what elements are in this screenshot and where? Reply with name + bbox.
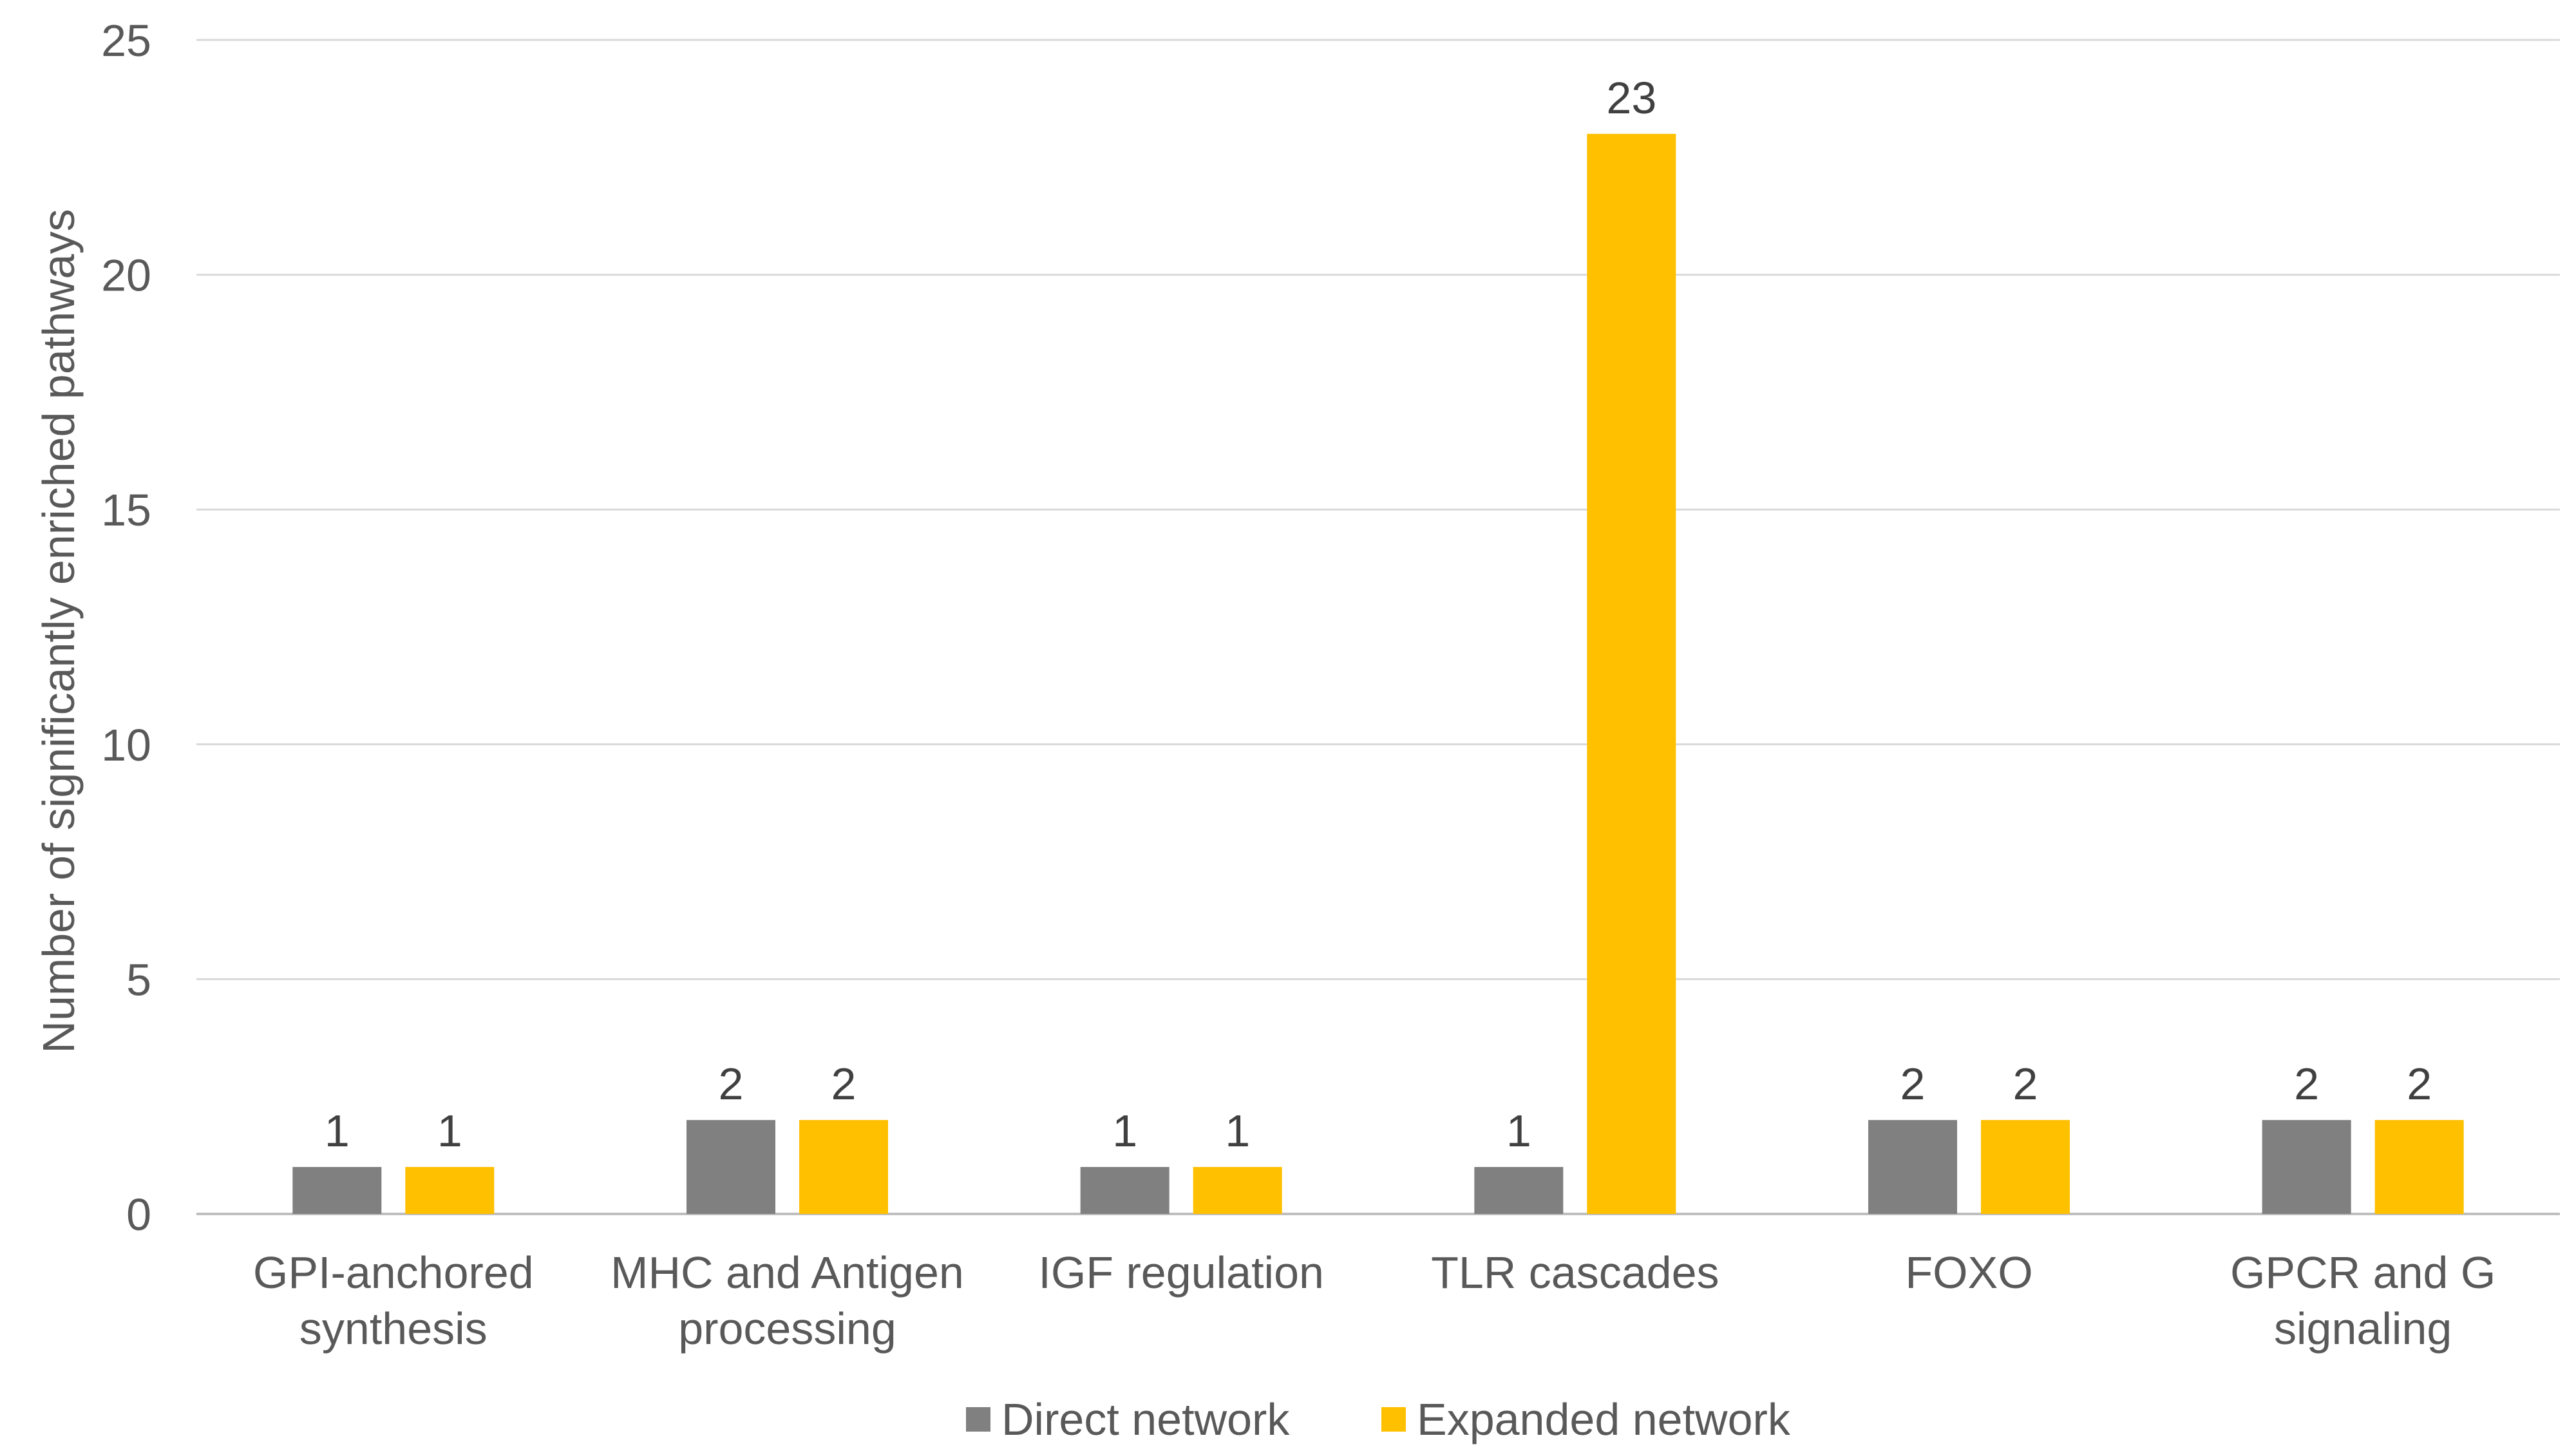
legend-label: Direct network (1001, 1394, 1290, 1444)
category-label: GPI-anchored (253, 1247, 534, 1298)
category-label: IGF regulation (1038, 1247, 1324, 1298)
bar-direct (2262, 1120, 2351, 1214)
y-tick-label: 15 (101, 485, 151, 535)
data-label: 1 (325, 1106, 350, 1156)
bar-expanded (1193, 1167, 1282, 1214)
bar-expanded (799, 1120, 888, 1214)
data-labels: 1 1 2 2 1 1 1 23 2 2 2 2 (325, 73, 2432, 1156)
y-tick-label: 20 (101, 251, 151, 301)
category-label: MHC and Antigen (611, 1247, 964, 1298)
bar-direct (687, 1120, 775, 1214)
data-label: 23 (1606, 73, 1656, 123)
bars (292, 133, 2464, 1215)
bar-expanded (405, 1167, 495, 1214)
y-tick-label: 10 (101, 720, 151, 770)
bar-direct (1080, 1167, 1170, 1214)
bar-expanded (2374, 1120, 2464, 1214)
data-label: 1 (1506, 1106, 1531, 1156)
y-tick-label: 5 (126, 954, 151, 1005)
y-tick-label: 25 (101, 15, 151, 66)
category-label: signaling (2274, 1303, 2452, 1354)
data-label: 2 (1900, 1059, 1926, 1109)
category-label: TLR cascades (1431, 1247, 1719, 1298)
legend: Direct network Expanded network (966, 1394, 1791, 1444)
bar-direct (1868, 1120, 1957, 1214)
bar-direct (292, 1167, 382, 1214)
gridlines (196, 39, 2560, 1215)
data-label: 1 (1112, 1106, 1137, 1156)
data-label: 2 (2294, 1059, 2319, 1109)
y-tick-label: 0 (126, 1189, 151, 1240)
legend-swatch (966, 1407, 990, 1432)
category-label: synthesis (299, 1303, 488, 1354)
bar-expanded (1981, 1120, 2070, 1214)
data-label: 2 (831, 1059, 857, 1109)
data-label: 2 (2013, 1059, 2038, 1109)
legend-label: Expanded network (1417, 1394, 1791, 1444)
category-label: FOXO (1905, 1247, 2032, 1298)
y-axis-title: Number of significantly enriched pathway… (33, 209, 84, 1053)
data-label: 2 (719, 1059, 744, 1109)
bar-direct (1474, 1167, 1564, 1214)
bar-expanded (1587, 133, 1676, 1215)
data-label: 1 (437, 1106, 462, 1156)
data-label: 2 (2407, 1059, 2432, 1109)
y-tick-labels: 0 5 10 15 20 25 (101, 15, 151, 1240)
data-label: 1 (1225, 1106, 1250, 1156)
category-label: processing (678, 1303, 896, 1354)
legend-swatch (1381, 1407, 1406, 1432)
category-label: GPCR and G (2230, 1247, 2496, 1298)
